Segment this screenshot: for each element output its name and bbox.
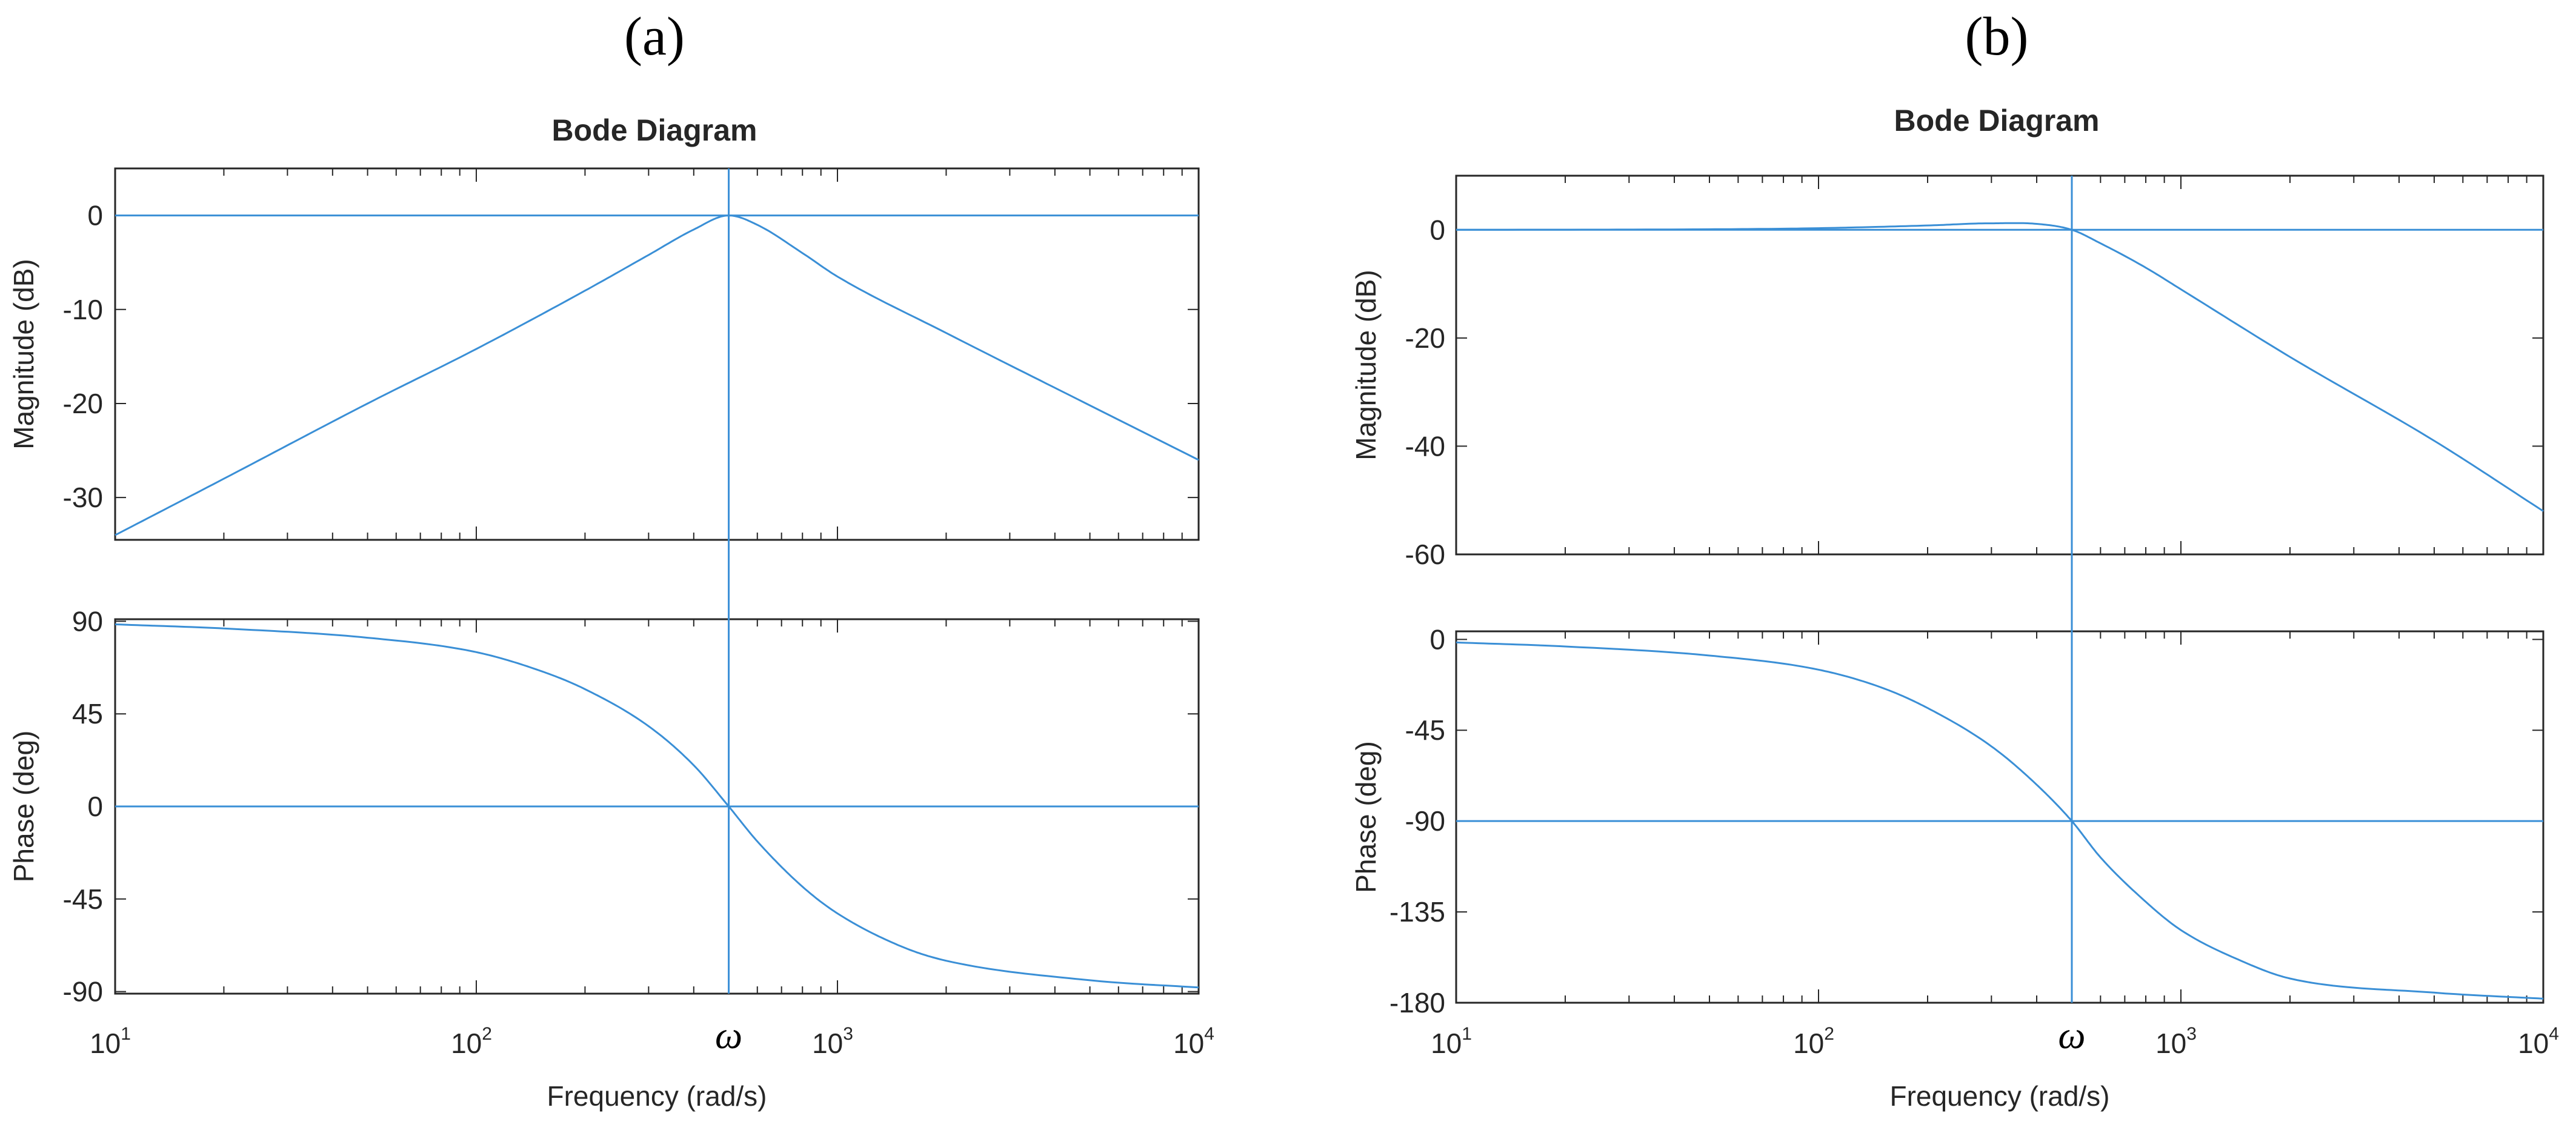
x-tick-label: 103	[812, 1024, 853, 1059]
x-tick-base: 10	[2518, 1028, 2549, 1059]
chart-panel-a: (a) Bode Diagram 0 -10 -20 -30 Magnitude (dB) 9…	[8, 7, 1214, 1112]
phase-subplot: 90 45 0 -45 -90 Phase (deg)	[8, 605, 1200, 1008]
x-tick-exponent: 2	[1824, 1024, 1834, 1044]
x-tick-exponent: 1	[1462, 1024, 1472, 1044]
phase-y-tick-label: -45	[63, 883, 103, 915]
x-tick-label: 102	[451, 1024, 492, 1059]
panel-label: (b)	[1965, 7, 2029, 67]
phase-axes-frame	[1455, 630, 2544, 1004]
x-tick-base: 10	[1431, 1028, 1462, 1059]
x-tick-exponent: 1	[121, 1024, 131, 1044]
x-tick-base: 10	[2155, 1028, 2186, 1059]
magnitude-curve	[115, 214, 1199, 536]
x-tick-exponent: 4	[2549, 1024, 2559, 1044]
magnitude-axes-frame	[114, 167, 1200, 541]
x-tick-exponent: 2	[482, 1024, 492, 1044]
x-tick-label: 104	[1173, 1024, 1214, 1059]
phase-curve	[1456, 641, 2544, 1000]
panel-label: (a)	[624, 7, 685, 67]
magnitude-y-tick-label: -20	[63, 388, 103, 419]
magnitude-y-tick-label: 0	[1429, 214, 1445, 245]
chart-title: Bode Diagram	[552, 113, 757, 147]
phase-y-tick-label: -180	[1390, 987, 1445, 1018]
x-tick-exponent: 3	[843, 1024, 853, 1044]
phase-y-axis-label: Phase (deg)	[8, 731, 39, 883]
x-tick-base: 10	[1173, 1028, 1204, 1059]
x-tick-label: 103	[2155, 1024, 2197, 1059]
magnitude-y-tick-label: -20	[1405, 322, 1445, 354]
phase-y-tick-label: 0	[87, 791, 103, 822]
magnitude-y-tick-label: -30	[63, 482, 103, 513]
x-tick-base: 10	[90, 1028, 121, 1059]
x-tick-label: 101	[90, 1024, 131, 1059]
magnitude-y-axis-label: Magnitude (dB)	[1350, 270, 1382, 460]
x-axis-label: Frequency (rad/s)	[1889, 1080, 2109, 1112]
x-tick-exponent: 3	[2186, 1024, 2197, 1044]
omega-label: ω	[715, 1014, 742, 1057]
magnitude-y-tick-label: 0	[87, 200, 103, 231]
magnitude-y-axis-label: Magnitude (dB)	[8, 259, 39, 450]
x-tick-base: 10	[1793, 1028, 1824, 1059]
x-tick-base: 10	[812, 1028, 843, 1059]
magnitude-subplot: 0 -10 -20 -30 Magnitude (dB)	[8, 167, 1200, 541]
phase-y-tick-label: 45	[72, 698, 103, 729]
phase-y-tick-label: 0	[1429, 623, 1445, 655]
x-tick-base: 10	[451, 1028, 482, 1059]
phase-y-tick-label: -90	[1405, 805, 1445, 837]
magnitude-y-tick-label: -40	[1405, 430, 1445, 462]
phase-y-tick-label: -90	[63, 976, 103, 1008]
x-tick-label: 102	[1793, 1024, 1834, 1059]
magnitude-y-tick-label: -10	[63, 294, 103, 325]
omega-label: ω	[2058, 1014, 2085, 1057]
magnitude-subplot: 0 -20 -40 -60 Magnitude (dB)	[1350, 174, 2544, 570]
magnitude-axes-frame	[1455, 174, 2544, 556]
phase-y-axis-label: Phase (deg)	[1350, 741, 1382, 893]
phase-y-tick-label: 90	[72, 605, 103, 637]
phase-subplot: 0 -45 -90 -135 -180 Phase (deg)	[1350, 623, 2544, 1018]
phase-y-tick-label: -135	[1390, 896, 1445, 928]
x-tick-exponent: 4	[1204, 1024, 1214, 1044]
x-axis-label: Frequency (rad/s)	[547, 1080, 767, 1112]
phase-curve	[115, 623, 1199, 989]
x-tick-label: 104	[2518, 1024, 2559, 1059]
phase-y-tick-label: -45	[1405, 714, 1445, 746]
magnitude-y-tick-label: -60	[1405, 539, 1445, 570]
x-tick-label: 101	[1431, 1024, 1472, 1059]
chart-title: Bode Diagram	[1894, 104, 2100, 138]
